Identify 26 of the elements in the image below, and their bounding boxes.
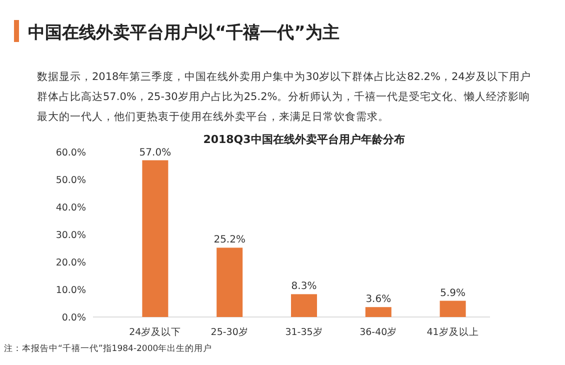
data-label: 5.9% xyxy=(440,288,466,299)
y-tick-label: 0.0% xyxy=(62,312,86,324)
data-label: 25.2% xyxy=(214,234,246,246)
bar xyxy=(440,300,466,317)
chart-title: 中国在线外卖平台用户以“千禧一代”为主 xyxy=(28,23,340,43)
text: 2018Q3中国在线外卖平台用户年龄分布 xyxy=(203,133,405,146)
data-label: 3.6% xyxy=(366,294,392,306)
y-tick-label: 40.0% xyxy=(56,202,86,214)
bar xyxy=(291,294,317,317)
data-label: 8.3% xyxy=(291,281,317,292)
x-tick-label: 41岁及以上 xyxy=(426,326,479,338)
y-tick-label: 10.0% xyxy=(56,285,86,296)
text: 注：本报告中“千禧一代”指1984-2000年出生的用户 xyxy=(4,343,212,354)
x-tick-label: 25-30岁 xyxy=(210,326,248,338)
bar xyxy=(142,160,168,317)
chart-subtitle: 数据显示，2018年第三季度，中国在线外卖用户集中为30岁以下群体占比达82.2%，24岁及以下用户群体占比高达57.0%，25-30岁用户占比为25.2%。分析师认为，千禧一代是受宅文化、懒人经济影响最大的一代人，他们更热衷于使用在线外卖平台，来满足日常饮食需求。 xyxy=(37,70,531,123)
x-tick-label: 31-35岁 xyxy=(285,326,323,338)
x-tick-label: 36-40岁 xyxy=(360,326,398,338)
bar xyxy=(216,248,243,317)
bar xyxy=(365,307,392,317)
y-tick-label: 30.0% xyxy=(56,230,86,241)
data-label: 57.0% xyxy=(139,147,172,158)
y-tick-label: 20.0% xyxy=(56,258,86,268)
x-tick-label: 24岁及以下 xyxy=(129,326,182,338)
y-tick-label: 60.0% xyxy=(56,148,86,158)
y-tick-label: 50.0% xyxy=(56,175,86,186)
